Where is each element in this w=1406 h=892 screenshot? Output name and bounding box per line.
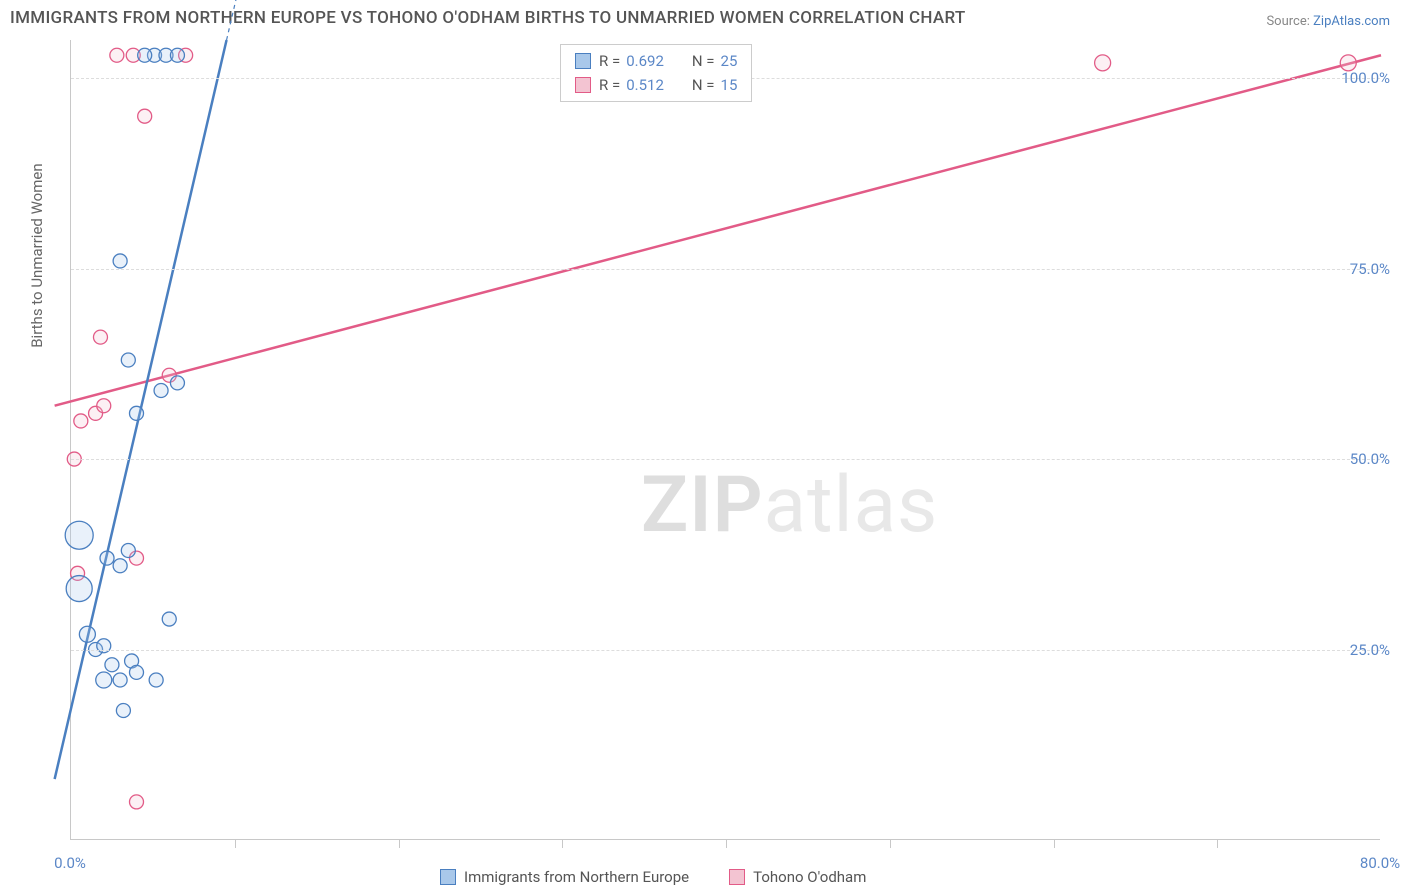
legend-stats-row-b: R = 0.512 N = 15 bbox=[575, 73, 737, 97]
data-point bbox=[1095, 55, 1111, 71]
xtick-label: 80.0% bbox=[1360, 854, 1400, 872]
data-point bbox=[65, 521, 93, 549]
data-point bbox=[116, 703, 130, 717]
xtick-minor bbox=[726, 840, 727, 848]
legend-swatch-a bbox=[575, 53, 591, 69]
data-point bbox=[121, 353, 135, 367]
data-point bbox=[162, 612, 176, 626]
data-point bbox=[113, 254, 127, 268]
data-point bbox=[130, 795, 144, 809]
data-point bbox=[113, 559, 127, 573]
legend-swatch-b-bottom bbox=[729, 869, 745, 885]
ytick-label: 50.0% bbox=[1350, 450, 1390, 468]
chart-svg bbox=[71, 40, 1380, 839]
xtick-label: 0.0% bbox=[54, 854, 86, 872]
data-point bbox=[130, 665, 144, 679]
data-point bbox=[170, 376, 184, 390]
r-value-a: 0.692 bbox=[626, 49, 664, 73]
legend-item-b: Tohono O'odham bbox=[729, 868, 866, 886]
source-link[interactable]: ZipAtlas.com bbox=[1313, 14, 1390, 29]
source-label: Source: bbox=[1266, 14, 1309, 29]
xtick-minor bbox=[235, 840, 236, 848]
xtick-minor bbox=[399, 840, 400, 848]
data-point bbox=[66, 576, 92, 602]
source-attribution: Source: ZipAtlas.com bbox=[1266, 14, 1390, 29]
data-point bbox=[100, 551, 114, 565]
y-axis-label: Births to Unmarried Women bbox=[28, 163, 46, 347]
data-point bbox=[113, 673, 127, 687]
r-label: R = bbox=[599, 73, 620, 97]
legend-swatch-a-bottom bbox=[440, 869, 456, 885]
data-point bbox=[138, 109, 152, 123]
data-point bbox=[154, 383, 168, 397]
data-point bbox=[74, 414, 88, 428]
plot-area: ZIPatlas bbox=[70, 40, 1380, 840]
data-point bbox=[105, 658, 119, 672]
data-point bbox=[97, 399, 111, 413]
n-label: N = bbox=[692, 49, 715, 73]
data-point bbox=[149, 673, 163, 687]
data-point bbox=[121, 543, 135, 557]
gridline-horizontal bbox=[71, 650, 1380, 651]
data-point bbox=[130, 406, 144, 420]
legend-series: Immigrants from Northern Europe Tohono O… bbox=[440, 868, 866, 886]
r-label: R = bbox=[599, 49, 620, 73]
data-point bbox=[170, 48, 184, 62]
ytick-label: 75.0% bbox=[1350, 260, 1390, 278]
xtick-minor bbox=[1054, 840, 1055, 848]
n-value-a: 25 bbox=[721, 49, 738, 73]
legend-item-a: Immigrants from Northern Europe bbox=[440, 868, 689, 886]
data-point bbox=[110, 48, 124, 62]
gridline-horizontal bbox=[71, 459, 1380, 460]
gridline-horizontal bbox=[71, 269, 1380, 270]
n-label: N = bbox=[692, 73, 715, 97]
chart-title: IMMIGRANTS FROM NORTHERN EUROPE VS TOHON… bbox=[10, 8, 966, 28]
data-point bbox=[79, 626, 95, 642]
data-point bbox=[93, 330, 107, 344]
ytick-label: 100.0% bbox=[1341, 69, 1390, 87]
legend-swatch-b bbox=[575, 77, 591, 93]
xtick-minor bbox=[890, 840, 891, 848]
xtick-minor bbox=[1217, 840, 1218, 848]
xtick-minor bbox=[562, 840, 563, 848]
data-point bbox=[138, 48, 152, 62]
data-point bbox=[96, 672, 112, 688]
legend-stats: R = 0.692 N = 25 R = 0.512 N = 15 bbox=[560, 44, 752, 102]
r-value-b: 0.512 bbox=[626, 73, 664, 97]
series-b-name: Tohono O'odham bbox=[753, 868, 866, 886]
legend-stats-row-a: R = 0.692 N = 25 bbox=[575, 49, 737, 73]
trend-line bbox=[55, 55, 1381, 405]
series-a-name: Immigrants from Northern Europe bbox=[464, 868, 689, 886]
ytick-label: 25.0% bbox=[1350, 641, 1390, 659]
n-value-b: 15 bbox=[721, 73, 738, 97]
data-point bbox=[97, 639, 111, 653]
